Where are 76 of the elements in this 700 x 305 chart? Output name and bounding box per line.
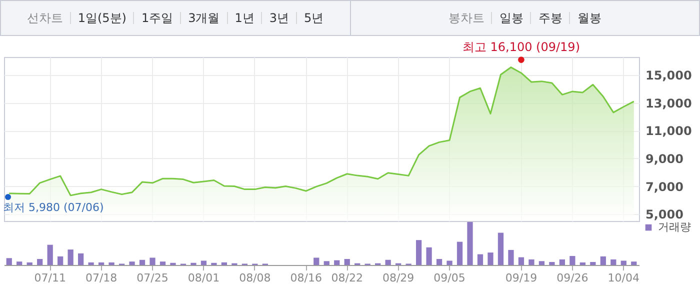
text: 일봉 <box>491 11 530 25</box>
bar <box>488 252 494 265</box>
bar <box>416 240 422 265</box>
bar <box>334 260 340 265</box>
legend-label: 거래량 <box>658 220 691 234</box>
bar <box>538 261 545 265</box>
bar <box>559 259 565 265</box>
bar <box>549 262 555 265</box>
bar <box>37 258 43 265</box>
bar <box>150 258 156 265</box>
text: 봉차트 <box>447 11 486 25</box>
text: 주봉 <box>530 11 570 25</box>
bar <box>344 258 350 265</box>
x-tick-label: 08/01 <box>188 272 220 284</box>
y-tick-label: 15,000 <box>646 68 692 83</box>
bar <box>314 258 320 265</box>
y-tick-label: 11,000 <box>646 124 692 138</box>
x-tick-label: 09/05 <box>434 272 466 284</box>
bar <box>518 257 524 265</box>
text: 선차트 <box>26 11 64 25</box>
bar <box>570 256 576 265</box>
bar <box>580 262 586 265</box>
bar <box>590 262 596 265</box>
text: 5년 <box>296 11 331 25</box>
y-tick-label: 9,000 <box>646 152 684 166</box>
text: 3개월 <box>180 11 227 25</box>
bar <box>47 244 53 265</box>
bar <box>200 260 207 265</box>
bar <box>324 261 330 265</box>
x-tick-label: 07/25 <box>136 272 168 284</box>
bar <box>139 260 146 265</box>
bar <box>88 262 94 265</box>
x-tick-label: 09/19 <box>505 272 538 284</box>
x-tick-label: 07/18 <box>85 272 118 284</box>
bar <box>456 242 463 265</box>
bar <box>610 259 616 265</box>
y-tick-label: 13,000 <box>646 96 692 110</box>
x-tick-label: 08/08 <box>239 272 271 284</box>
bar <box>631 262 637 265</box>
annotation: 최고 16,100 (09/19) <box>462 40 580 54</box>
text: 1일(5분) <box>70 11 134 25</box>
text: 1주일 <box>133 11 180 25</box>
bar <box>498 232 504 265</box>
bar <box>385 260 391 265</box>
bar <box>26 262 32 265</box>
text: 월봉 <box>569 11 608 25</box>
x-tick-label: 08/29 <box>382 272 414 284</box>
bar <box>16 262 22 265</box>
bar <box>129 262 135 265</box>
bar <box>108 262 114 265</box>
bar <box>78 253 84 265</box>
x-tick-label: 09/26 <box>556 272 588 284</box>
bar <box>68 250 74 265</box>
bar <box>160 262 166 265</box>
bar <box>528 259 534 265</box>
x-tick-label: 08/16 <box>290 272 322 284</box>
bar <box>436 258 442 265</box>
bar <box>221 262 228 265</box>
y-tick-label: 7,000 <box>646 180 684 194</box>
annotation: 최저 5,980 (07/06) <box>3 201 104 214</box>
bar <box>58 256 64 265</box>
bar <box>508 250 514 265</box>
text: 3년 <box>261 11 296 25</box>
y-tick-label: 5,000 <box>646 208 684 222</box>
bar <box>446 260 452 265</box>
x-tick-label: 07/11 <box>34 272 66 284</box>
bar <box>467 222 473 265</box>
bar <box>426 247 432 265</box>
bar <box>620 260 626 265</box>
bar <box>98 262 104 265</box>
x-tick-label: 10/04 <box>608 272 640 284</box>
x-tick-label: 08/22 <box>331 272 363 284</box>
bar <box>600 256 606 265</box>
text: 1년 <box>226 11 262 25</box>
bar <box>477 254 484 265</box>
bar <box>6 258 12 265</box>
